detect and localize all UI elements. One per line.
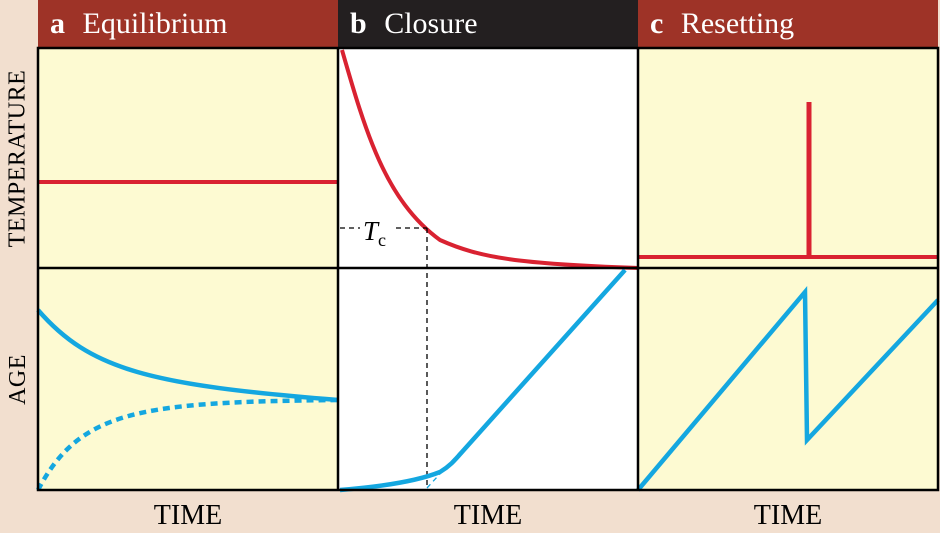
panel-a-age-decreasing-curve [36,308,339,403]
panel-b-age-curve [339,268,627,493]
panel-c-letter: c [650,7,663,40]
panel-a-header: a Equilibrium [50,7,228,40]
age-axis-label: AGE [4,353,31,405]
panel-c-age-sawtooth [636,285,940,492]
tc-label-main: T [363,216,380,246]
panel-c-title: Resetting [681,7,794,40]
panel-b-title: Closure [384,7,477,40]
header-bar-b [338,0,638,48]
panel-a-age-increasing-dotted-curve [36,397,339,492]
age-axis-label-wrap: AGE [0,268,36,490]
time-axis-label-c: TIME [753,500,823,531]
panel-a-title: Equilibrium [83,7,228,40]
panel-a-letter: a [50,7,65,40]
time-axis-label-b: TIME [453,500,523,531]
plot-frame [36,46,940,492]
tc-label: Tc [363,216,386,250]
header-bar-a [38,0,338,48]
panel-b-letter: b [350,7,367,40]
panel-b-temperature-curve [340,49,639,270]
temperature-axis-label-wrap: TEMPERATURE [0,48,36,268]
temperature-axis-label: TEMPERATURE [4,69,31,247]
panel-c-header: c Resetting [650,7,794,40]
header-bar-c [638,0,938,48]
tc-label-subscript: c [378,230,386,250]
time-axis-label-a: TIME [153,500,223,531]
panel-b-header: b Closure [350,7,478,40]
